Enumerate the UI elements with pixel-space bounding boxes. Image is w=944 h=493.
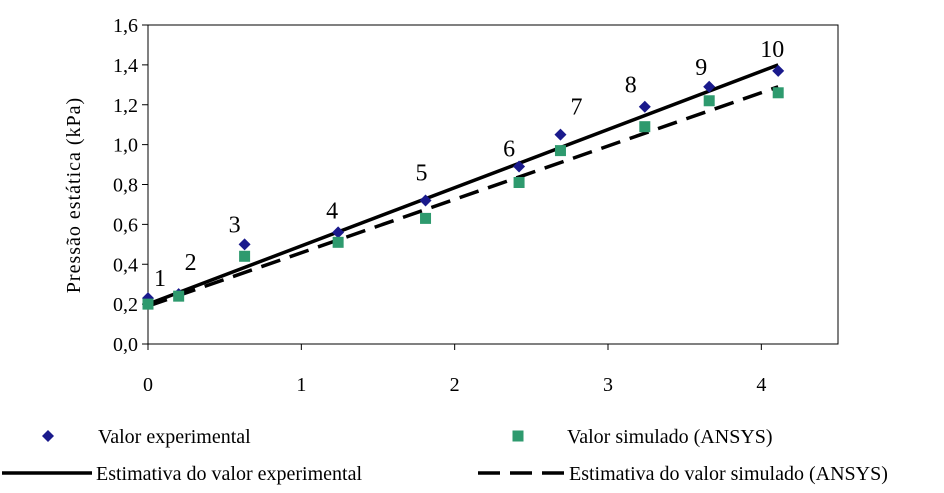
x-tick-label: 1 [296, 374, 306, 396]
y-tick-label: 1,4 [113, 55, 138, 77]
marker-simulated [142, 298, 154, 310]
point-label: 6 [503, 137, 515, 163]
marker-experimental [513, 160, 526, 173]
x-tick-label: 3 [603, 374, 613, 396]
y-tick-label: 0,6 [113, 214, 138, 236]
marker-simulated [332, 236, 344, 248]
marker-simulated [513, 177, 525, 189]
y-tick-label: 1,0 [113, 135, 138, 157]
marker-simulated [554, 145, 566, 157]
data-markers [142, 64, 785, 310]
y-tick-label: 0,4 [113, 254, 138, 276]
legend-label-simulated: Valor simulado (ANSYS) [567, 426, 773, 448]
marker-experimental [554, 128, 567, 141]
marker-experimental [772, 64, 785, 77]
point-label: 1 [154, 266, 166, 292]
legend-label-fit-simulated: Estimativa do valor simulado (ANSYS) [569, 463, 888, 485]
fit-lines [147, 63, 779, 308]
fit-line-simulated [147, 85, 779, 308]
chart-axes [142, 24, 839, 350]
y-axis-label: Pressão estática (kPa) [63, 97, 85, 293]
marker-simulated [173, 290, 185, 302]
marker-experimental [332, 226, 345, 239]
point-label: 9 [695, 55, 707, 81]
marker-experimental [419, 194, 432, 207]
fit-line-experimental [147, 63, 779, 306]
legend-label-experimental: Valor experimental [98, 426, 251, 448]
marker-experimental [238, 238, 251, 251]
marker-simulated [703, 95, 715, 107]
point-label: 7 [570, 95, 582, 121]
point-label: 4 [326, 198, 338, 224]
point-label: 5 [416, 160, 428, 186]
marker-simulated [639, 121, 651, 133]
marker-simulated [239, 250, 251, 262]
legend-label-fit-experimental: Estimativa do valor experimental [96, 463, 362, 485]
marker-simulated [420, 212, 432, 224]
point-label: 3 [229, 212, 241, 238]
marker-simulated [772, 87, 784, 99]
y-tick-label: 0,2 [113, 294, 138, 316]
marker-experimental [703, 80, 716, 93]
legend: Valor experimental Valor simulado (ANSYS)… [2, 426, 888, 485]
y-tick-label: 0,0 [113, 334, 138, 356]
point-labels: 12 3 4 5 6 7 8 9 10 [154, 37, 784, 292]
y-tick-label: 1,6 [113, 15, 138, 37]
x-tick-label: 4 [756, 374, 766, 396]
legend-marker-simulated [512, 430, 524, 442]
x-tick-label: 0 [143, 374, 153, 396]
x-tick-label: 2 [450, 374, 460, 396]
marker-experimental [638, 100, 651, 113]
point-label: 2 [185, 250, 197, 276]
tick-labels: 0,00,20,40,60,81,01,21,41,60 1 2 3 4 [113, 15, 766, 396]
point-label: 8 [625, 73, 637, 99]
y-tick-label: 0,8 [113, 175, 138, 197]
point-label: 10 [760, 37, 784, 63]
y-tick-label: 1,2 [113, 95, 138, 117]
legend-marker-experimental [42, 430, 54, 442]
